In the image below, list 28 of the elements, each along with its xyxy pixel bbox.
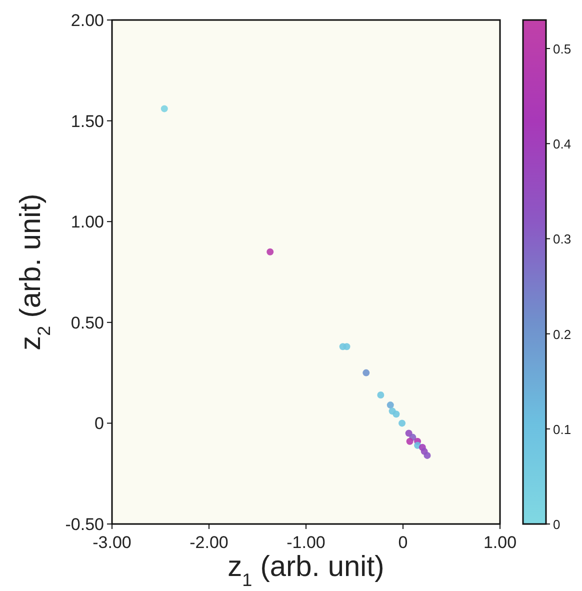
point bbox=[406, 438, 414, 445]
y-tick-label: 1.00 bbox=[70, 212, 104, 232]
y-tick-label: 2.00 bbox=[70, 11, 104, 30]
point bbox=[343, 343, 350, 350]
y-tick-label: -0.50 bbox=[65, 515, 104, 534]
x-tick-label: -3.00 bbox=[92, 533, 132, 552]
color-bar-label: 0.1 bbox=[553, 422, 572, 437]
color-bar-label: 0.2 bbox=[553, 326, 572, 342]
point bbox=[386, 402, 394, 409]
y-tick-label: 1.50 bbox=[70, 112, 104, 131]
point bbox=[266, 248, 274, 256]
x-tick-label: -2.00 bbox=[190, 533, 228, 552]
point bbox=[377, 391, 384, 398]
point bbox=[424, 452, 431, 459]
point bbox=[160, 105, 168, 112]
color-bar-label: 0 bbox=[553, 517, 560, 532]
point bbox=[362, 369, 370, 376]
color-bar-label: 0.4 bbox=[553, 136, 572, 152]
x-tick-label: -1.00 bbox=[286, 533, 326, 552]
x-tick-label: 1.00 bbox=[483, 533, 517, 552]
x-tick-label: 0 bbox=[398, 533, 408, 552]
y-tick-label: 0 bbox=[94, 414, 104, 434]
x-axis-title: z$_{1}$ (arb. unit) bbox=[228, 551, 384, 590]
color-bar-label: 0.5 bbox=[553, 42, 572, 57]
point bbox=[398, 420, 406, 427]
point bbox=[392, 410, 400, 418]
y-tick-label: 0.50 bbox=[70, 313, 104, 332]
color-bar-label: 0.3 bbox=[553, 232, 572, 247]
